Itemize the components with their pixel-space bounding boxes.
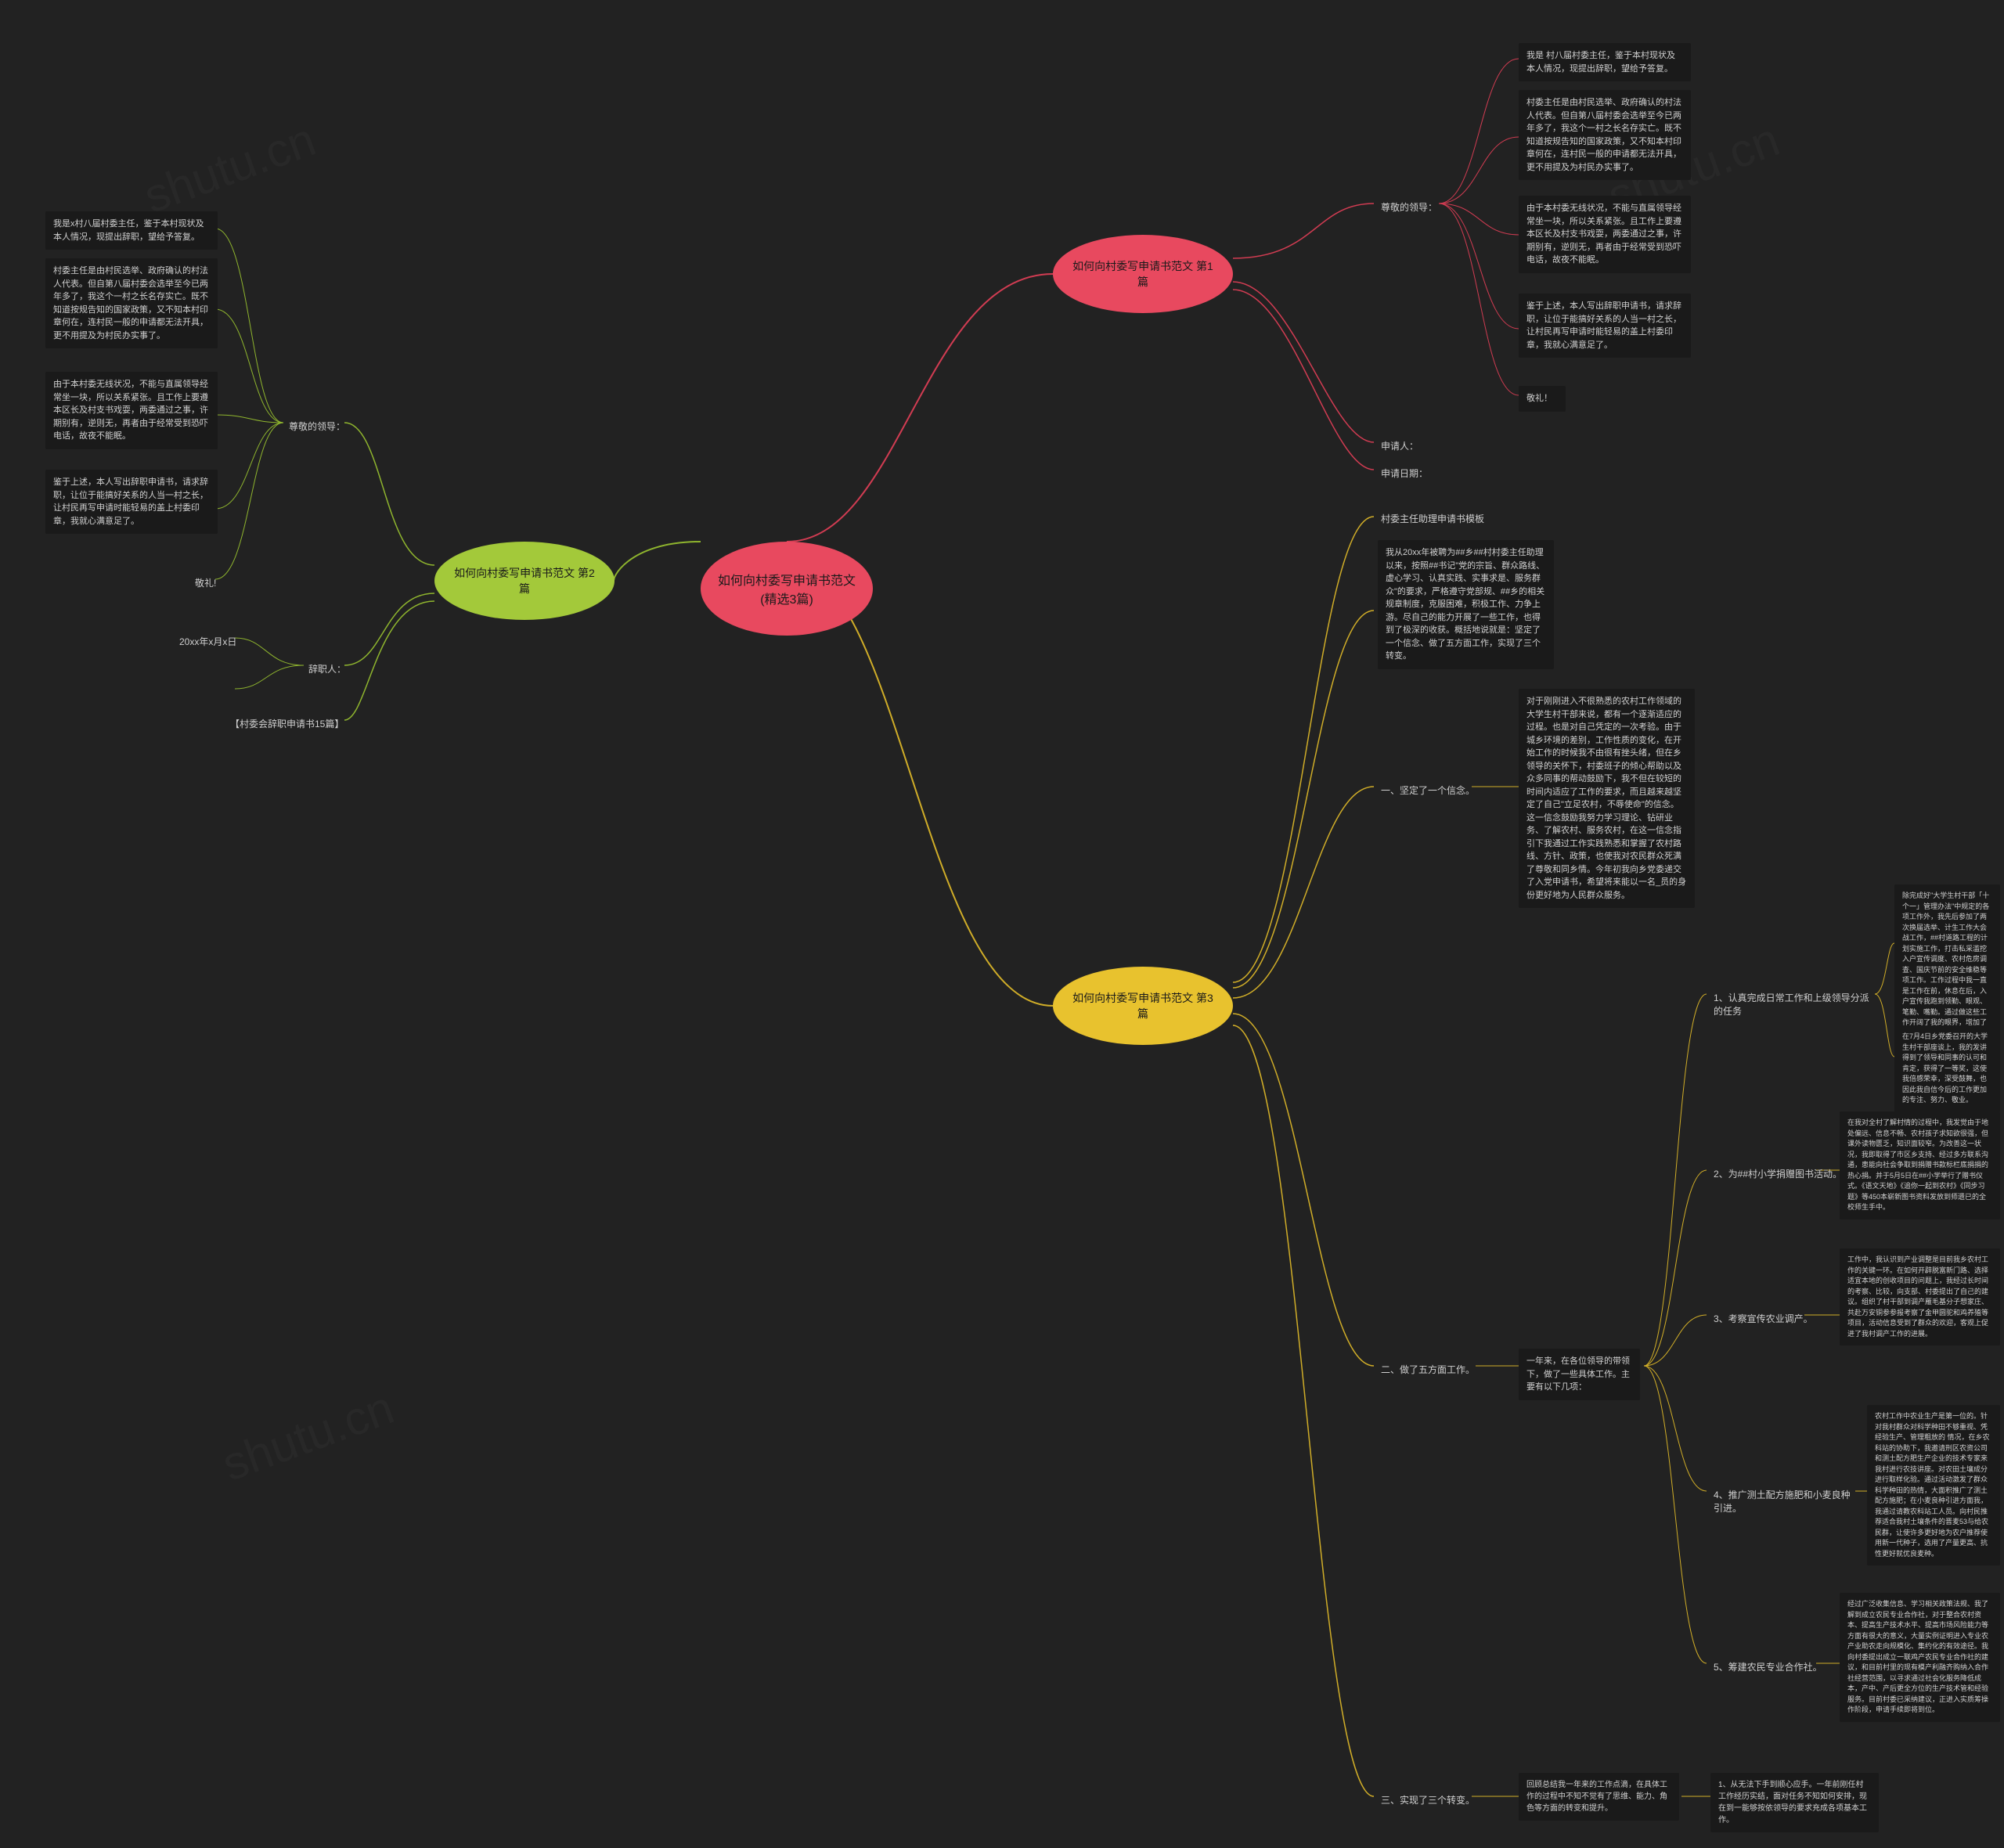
item2-t0: 在我对全村了解村情的过程中，我发觉由于地处偏远、信息不畅、农村孩子求知欲很强，但… — [1840, 1111, 2000, 1219]
p1-text-1: 村委主任是由村民选举、政府确认的村法人代表。但自第八届村委会选举至今已两年多了，… — [1519, 90, 1691, 180]
p3-intro: 我从20xx年被聘为##乡##村村委主任助理以来，按照##书记"党的宗旨、群众路… — [1378, 540, 1554, 669]
part1-node: 如何向村委写申请书范文 第1篇 — [1053, 235, 1233, 313]
sec3-intro: 回顾总结我一年来的工作点滴，在具体工作的过程中不知不觉有了思维、能力、角色等方面… — [1519, 1773, 1679, 1821]
p2-text-0: 我是x村八届村委主任，鉴于本村现状及本人情况，现提出辞职，望给予答复。 — [45, 211, 218, 250]
p1-text-2: 由于本村委无线状况，不能与直属领导经常坐一块，所以关系紧张。且工作上要遵本区长及… — [1519, 196, 1691, 273]
item3-label: 3、考察宣传农业调产。 — [1710, 1309, 1816, 1328]
ref-label: 【村委会辞职申请书15篇】 — [227, 714, 347, 733]
item4-label: 4、推广测土配方施肥和小麦良种引进。 — [1710, 1485, 1855, 1518]
resigner-label: 辞职人： — [305, 659, 349, 679]
leader-label-2: 尊敬的领导： — [286, 416, 348, 436]
date-label: 申请日期： — [1378, 463, 1431, 483]
item4-t0: 农村工作中农业生产是第一位的。针对我村群众对科学种田不够重视、凭经验生产、管理粗… — [1867, 1405, 2000, 1565]
item5-label: 5、筹建农民专业合作社。 — [1710, 1657, 1826, 1677]
sec3-label: 三、实现了三个转变。 — [1378, 1790, 1478, 1810]
part2-node: 如何向村委写申请书范文 第2篇 — [434, 542, 615, 620]
leader-label: 尊敬的领导： — [1378, 197, 1440, 217]
template-label: 村委主任助理申请书模板 — [1378, 509, 1487, 528]
item5-t0: 经过广泛收集信息、学习相关政策法规、我了解到成立农民专业合作社，对于整合农村资本… — [1840, 1593, 2000, 1722]
sec1-text: 对于刚刚进入不很熟悉的农村工作领域的大学生村干部来说，都有一个逐渐适应的过程。也… — [1519, 689, 1695, 908]
part3-node: 如何向村委写申请书范文 第3篇 — [1053, 967, 1233, 1045]
p2-text-2: 由于本村委无线状况，不能与直属领导经常坐一块，所以关系紧张。且工作上要遵本区长及… — [45, 372, 218, 449]
item3-t0: 工作中，我认识到产业调整是目前我乡农村工作的关键一环。在如何开辟脱富新门路、选择… — [1840, 1248, 2000, 1345]
sec2-label: 二、做了五方面工作。 — [1378, 1360, 1478, 1379]
connector-layer — [0, 0, 2004, 1848]
sec1-label: 一、坚定了一个信念。 — [1378, 780, 1478, 800]
sec3-item1: 1、从无法下手到顺心应手。一年前刚任村工作经历实结，面对任务不知如何安排，现在到… — [1710, 1773, 1879, 1832]
date-line: 20xx年x月x日 — [176, 632, 240, 651]
p1-text-4: 敬礼！ — [1519, 386, 1566, 412]
item2-label: 2、为##村小学捐赠图书活动。 — [1710, 1164, 1845, 1183]
center-node: 如何向村委写申请书范文(精选3篇) — [701, 542, 873, 636]
p2-text-1: 村委主任是由村民选举、政府确认的村法人代表。但自第八届村委会选举至今已两年多了，… — [45, 258, 218, 348]
p1-text-0: 我是 村八届村委主任，鉴于本村现状及本人情况，现提出辞职，望给予答复。 — [1519, 43, 1691, 81]
p2-text-3: 鉴于上述，本人写出辞职申请书，请求辞职，让位于能搞好关系的人当一村之长，让村民再… — [45, 470, 218, 534]
p1-text-3: 鉴于上述，本人写出辞职申请书，请求辞职，让位于能搞好关系的人当一村之长，让村民再… — [1519, 294, 1691, 358]
applicant-label: 申请人： — [1378, 436, 1422, 456]
sec2-intro: 一年来，在各位领导的带领下，做了一些具体工作。主要有以下几项： — [1519, 1349, 1640, 1400]
item1-t1: 在7月4日乡党委召开的大学生村干部座谈上，我的发讲得到了领导和同事的认可和肯定，… — [1894, 1025, 2000, 1112]
empty-box — [176, 683, 231, 695]
item1-label: 1、认真完成日常工作和上级领导分派的任务 — [1710, 988, 1875, 1021]
jinglv: 敬礼! — [192, 573, 219, 593]
